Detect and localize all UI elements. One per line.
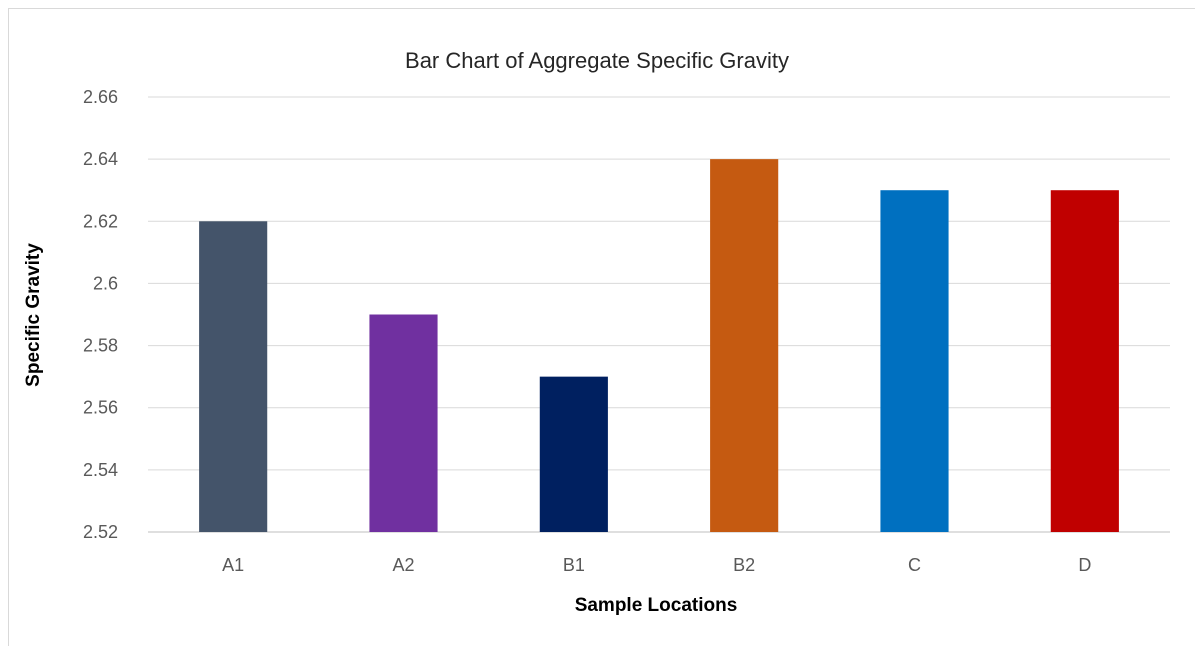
y-axis-ticks: 2.52 2.54 2.56 2.58 2.6 2.62 2.64 2.66: [83, 87, 118, 542]
x-axis-title: Sample Locations: [575, 595, 738, 616]
gridlines: [148, 96, 1170, 533]
x-tick-label: C: [908, 555, 921, 575]
y-tick-label: 2.52: [83, 522, 118, 542]
y-tick-label: 2.58: [83, 336, 118, 356]
bar-b1: [539, 376, 608, 532]
bar-c: [880, 190, 949, 532]
x-tick-label: A2: [392, 555, 414, 575]
y-tick-label: 2.66: [83, 87, 118, 107]
y-axis-title: Specific Gravity: [23, 243, 44, 387]
bar-a1: [199, 221, 268, 533]
x-tick-label: B1: [563, 555, 585, 575]
bar-b2: [710, 159, 779, 532]
y-tick-label: 2.56: [83, 398, 118, 418]
y-tick-label: 2.62: [83, 211, 118, 231]
x-axis-ticks: A1 A2 B1 B2 C D: [222, 555, 1091, 575]
y-tick-label: 2.64: [83, 149, 118, 169]
y-tick-label: 2.54: [83, 460, 118, 480]
x-tick-label: D: [1078, 555, 1091, 575]
x-tick-label: B2: [733, 555, 755, 575]
bar-a2: [369, 314, 438, 532]
chart-title: Bar Chart of Aggregate Specific Gravity: [405, 48, 789, 73]
bars: [199, 159, 1119, 533]
y-tick-label: 2.6: [93, 273, 118, 293]
chart-frame: [8, 8, 1195, 646]
x-tick-label: A1: [222, 555, 244, 575]
bar-d: [1050, 190, 1119, 532]
